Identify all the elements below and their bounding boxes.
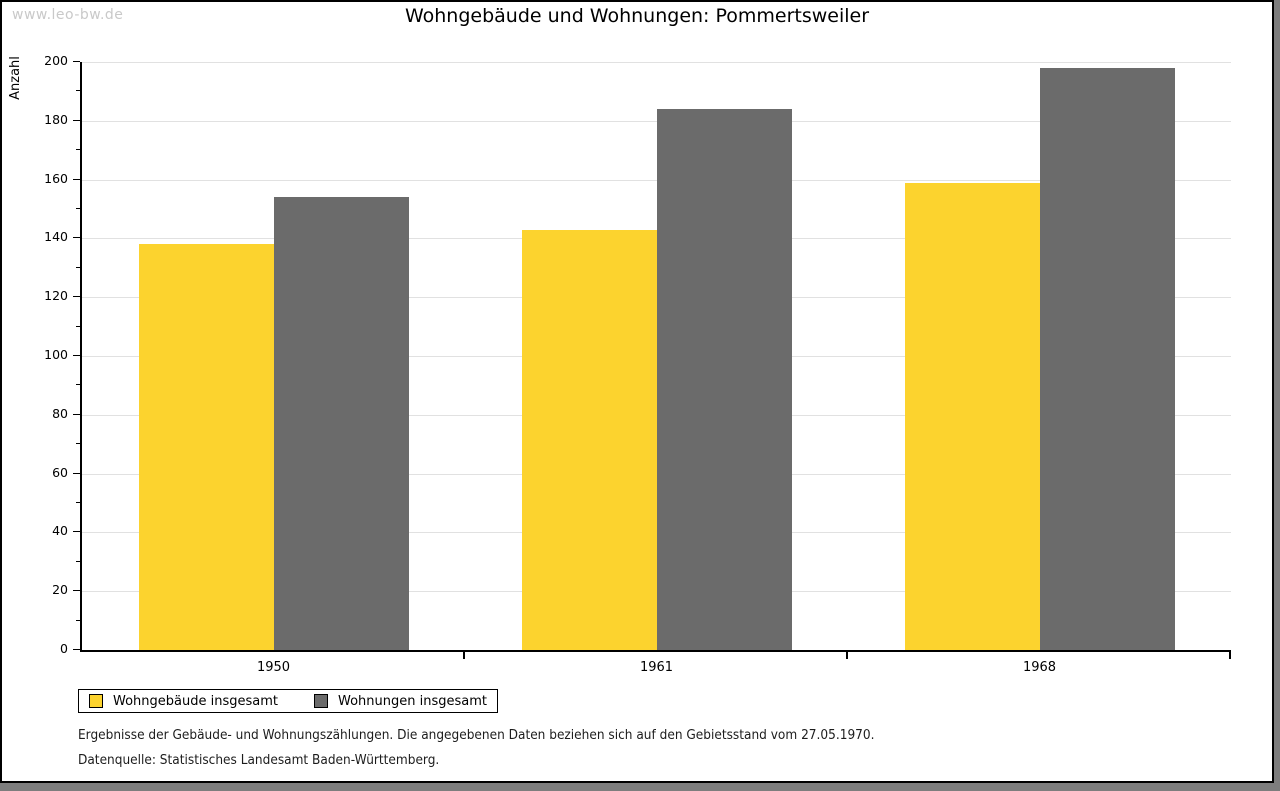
footer-note-1: Ergebnisse der Gebäude- und Wohnungszähl… — [78, 727, 875, 743]
y-tick-minor-190 — [76, 90, 80, 92]
legend-item-wohnungen: Wohnungen insgesamt — [314, 694, 487, 709]
y-tick-20 — [73, 590, 80, 592]
footer-note-2: Datenquelle: Statistisches Landesamt Bad… — [78, 752, 440, 768]
bar-wohngebaeude-1961 — [521, 229, 657, 650]
y-tick-minor-150 — [76, 208, 80, 209]
legend-swatch-wohngebaeude — [89, 694, 103, 708]
legend-item-wohngebaeude: Wohngebäude insgesamt — [89, 694, 278, 709]
y-tick-label-120: 120 — [44, 288, 68, 304]
bar-wohnungen-1961 — [656, 109, 792, 650]
y-tick-200 — [73, 61, 80, 62]
y-tick-label-100: 100 — [44, 347, 68, 362]
bar-wohnungen-1968 — [1039, 67, 1175, 650]
y-tick-minor-50 — [76, 502, 80, 503]
y-tick-label-20: 20 — [52, 582, 68, 598]
legend-label-wohngebaeude: Wohngebäude insgesamt — [113, 693, 278, 709]
y-tick-60 — [73, 472, 80, 474]
x-tick-2 — [846, 652, 848, 659]
y-tick-minor-170 — [76, 149, 80, 151]
x-axis-label-1961: 1961 — [639, 660, 674, 675]
watermark: www.leo-bw.de — [12, 7, 124, 23]
x-axis-label-1968: 1968 — [1022, 660, 1057, 675]
y-tick-160 — [73, 178, 80, 180]
y-tick-180 — [73, 119, 80, 121]
y-tick-label-60: 60 — [52, 464, 68, 480]
plot-area: 0 20 40 60 80 100 120 140 160 180 200 1950 1961 1968 — [44, 53, 1231, 675]
y-tick-label-140: 140 — [44, 229, 68, 245]
y-tick-40 — [73, 531, 80, 533]
y-tick-minor-70 — [76, 443, 80, 445]
y-tick-label-80: 80 — [52, 405, 68, 421]
y-tick-label-200: 200 — [44, 53, 68, 68]
legend: Wohngebäude insgesamt Wohnungen insgesam… — [78, 689, 498, 713]
y-tick-120 — [73, 296, 80, 298]
y-tick-minor-10 — [76, 619, 80, 621]
y-tick-label-180: 180 — [44, 111, 68, 127]
bar-wohngebaeude-1968 — [904, 182, 1040, 650]
y-tick-label-160: 160 — [44, 170, 68, 186]
bar-wohngebaeude-1950 — [138, 244, 274, 650]
y-tick-80 — [73, 413, 80, 415]
bar-wohnungen-1950 — [273, 197, 409, 650]
y-tick-minor-110 — [76, 325, 80, 327]
x-axis-label-1950: 1950 — [256, 660, 291, 675]
y-axis-title: Anzahl — [8, 56, 23, 100]
y-tick-label-0: 0 — [60, 641, 68, 656]
legend-label-wohnungen: Wohnungen insgesamt — [338, 693, 487, 709]
y-tick-minor-130 — [76, 266, 80, 268]
y-tick-minor-30 — [76, 560, 80, 562]
y-tick-0 — [73, 649, 80, 650]
y-tick-100 — [73, 355, 80, 356]
chart-title: Wohngebäude und Wohnungen: Pommertsweile… — [404, 5, 870, 27]
x-tick-1 — [463, 652, 465, 659]
gridline-200 — [82, 62, 1231, 63]
legend-swatch-wohnungen — [314, 694, 328, 708]
x-tick-3 — [1229, 652, 1231, 659]
y-tick-label-40: 40 — [52, 523, 68, 539]
y-tick-minor-90 — [76, 384, 80, 386]
y-tick-140 — [73, 237, 80, 239]
